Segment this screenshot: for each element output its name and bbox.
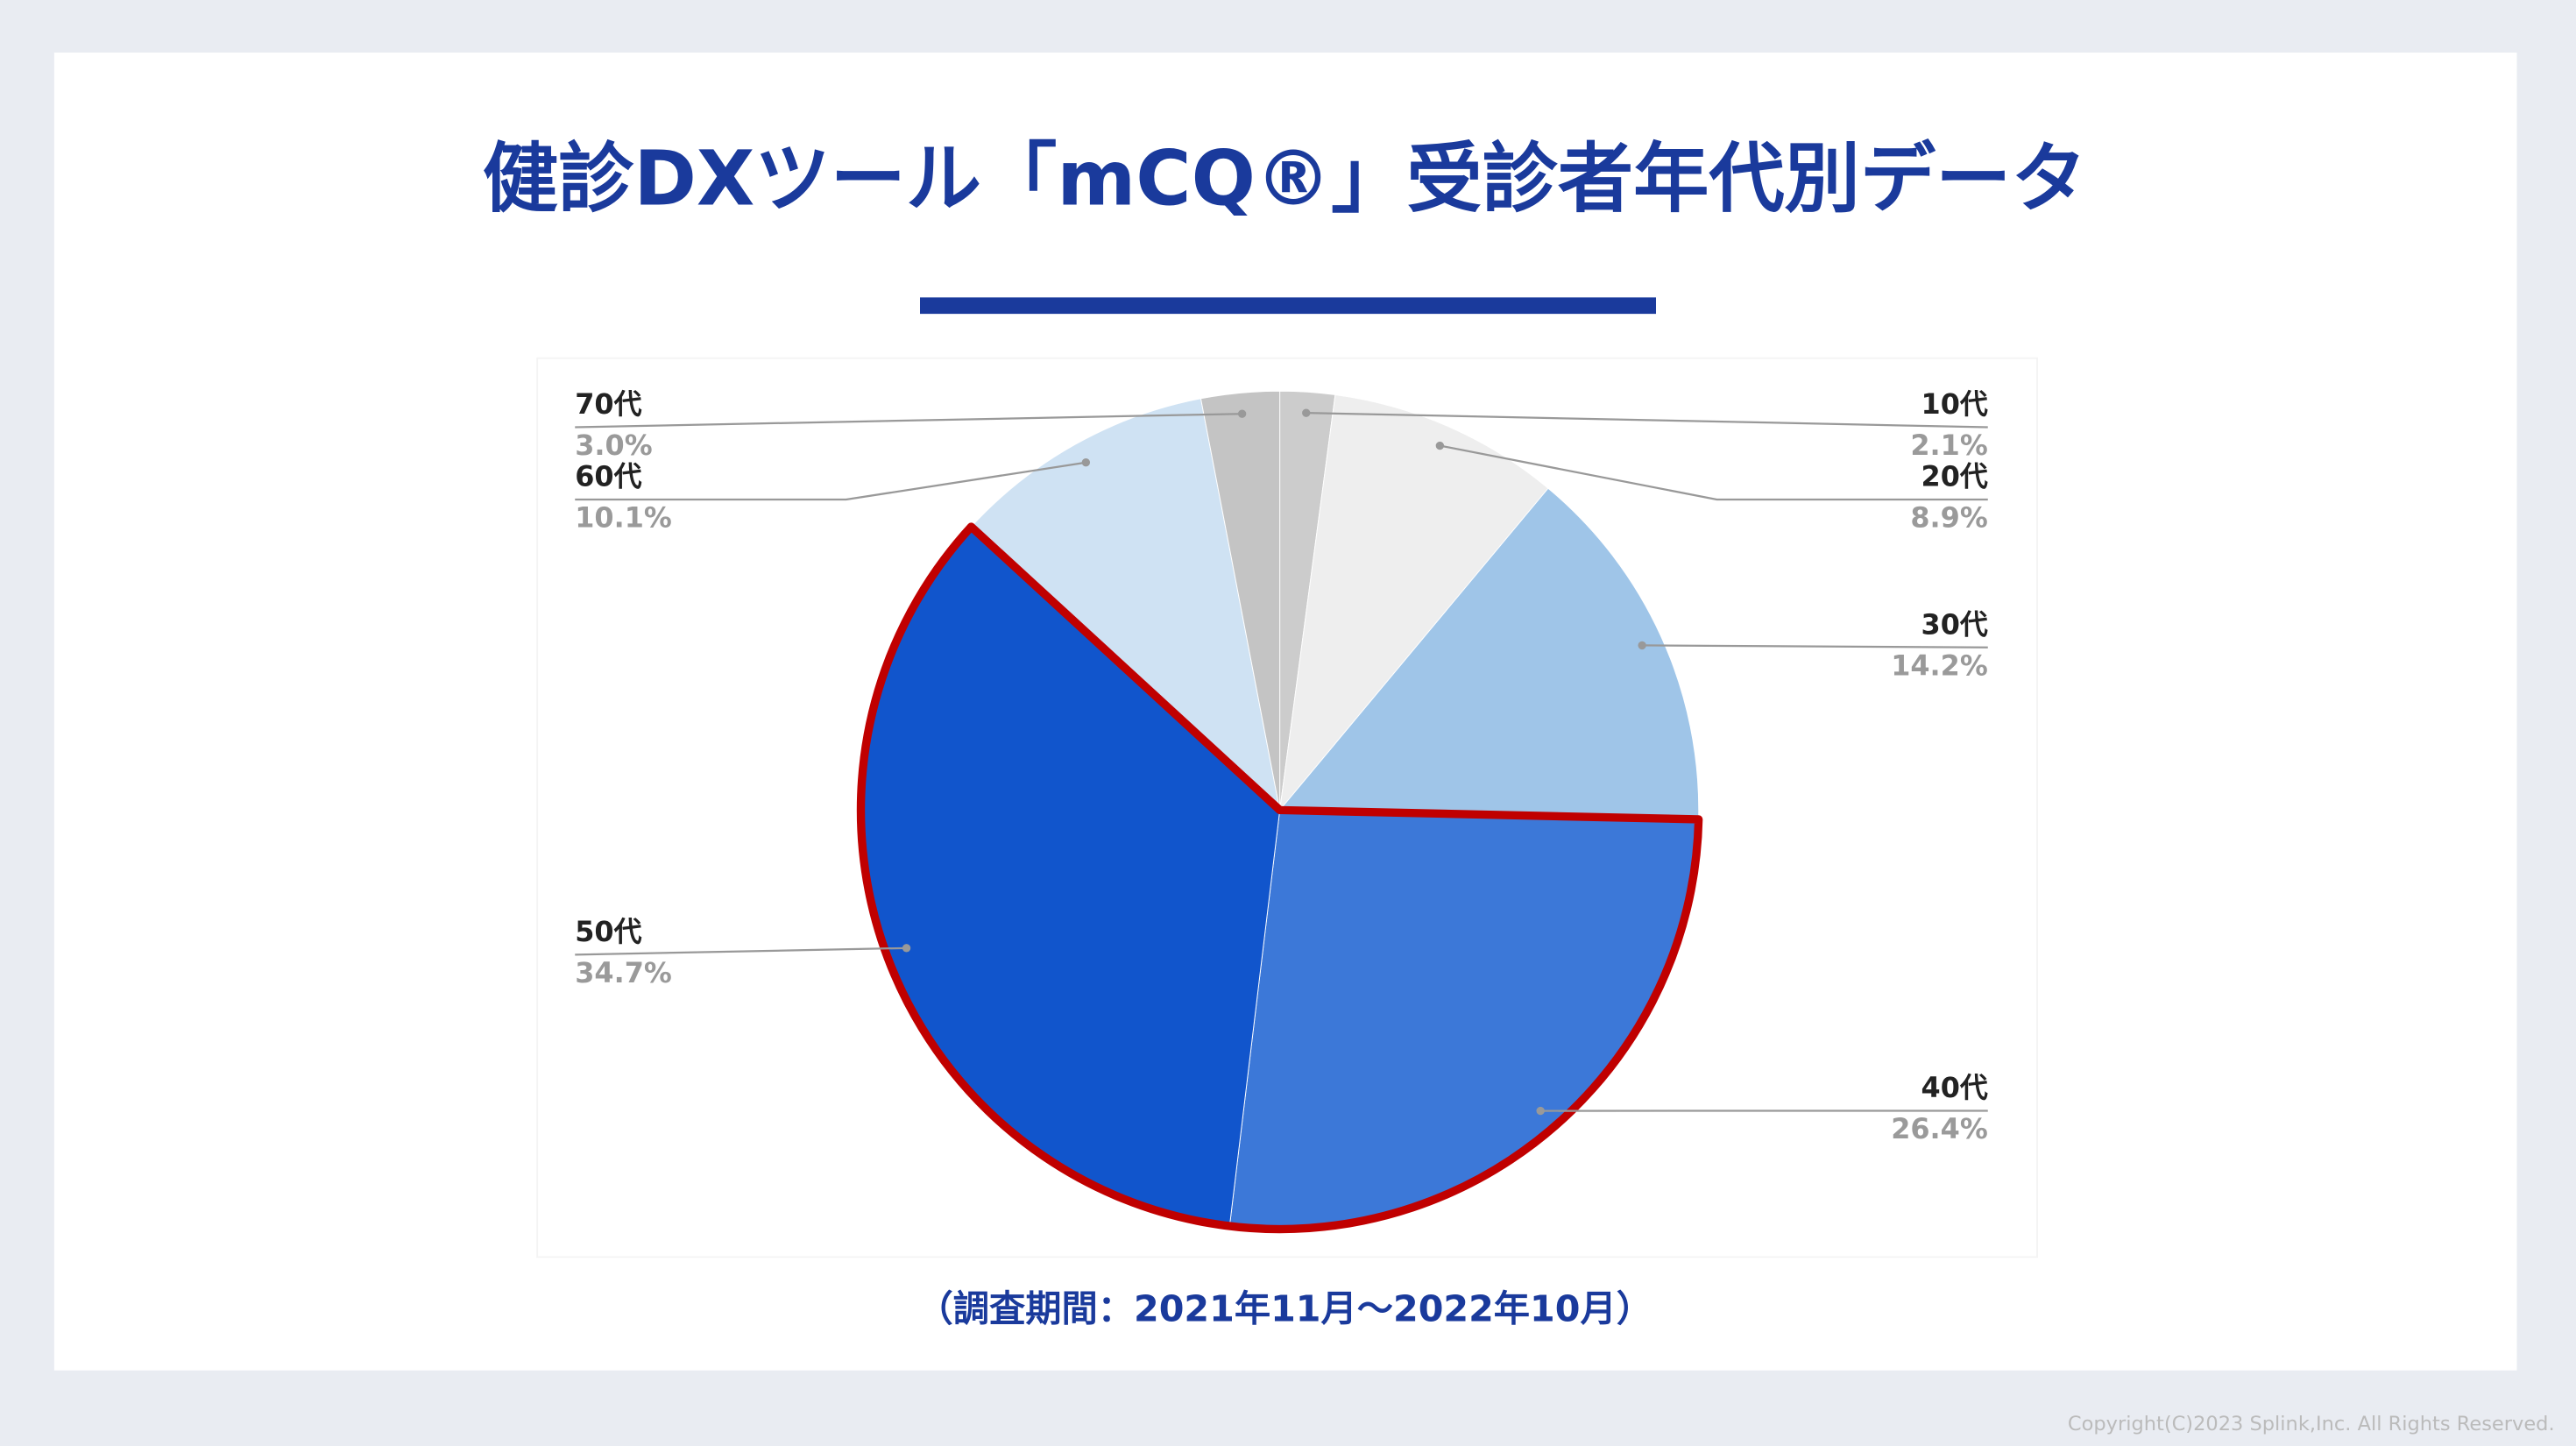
leader-line: [575, 461, 1086, 501]
leader-dot: [1237, 409, 1247, 418]
title-underline: [920, 297, 1656, 315]
pie-slice: [1278, 393, 1549, 812]
slice-category: 30代: [1921, 607, 1988, 641]
slice-category: 60代: [575, 460, 641, 493]
slice-value-label: 26.4%: [1891, 1112, 1988, 1145]
slice-category: 50代: [575, 915, 641, 948]
pie-slice: [1278, 487, 1700, 820]
slice-category: 70代: [575, 387, 641, 421]
leader-dot: [902, 944, 911, 953]
leader-line: [1440, 444, 1988, 501]
leader-line: [1642, 644, 1988, 649]
copyright: Copyright(C)2023 Splink,Inc. All Rights …: [2068, 1413, 2555, 1435]
slice-category: 10代: [1921, 387, 1988, 421]
leader-dot: [1536, 1106, 1545, 1116]
slice-value-label: 34.7%: [575, 956, 672, 989]
pie: [856, 390, 1703, 1234]
leader-dot: [1081, 458, 1091, 467]
leader-line: [575, 946, 907, 956]
slice-value-label: 8.9%: [1910, 501, 1987, 535]
leader-dot: [1435, 441, 1445, 450]
chart-title: 健診DXツール「mCQ®」受診者年代別データ: [483, 135, 2087, 223]
highlight-outline: [856, 522, 1703, 1234]
slice-value-label: 10.1%: [575, 501, 672, 535]
slice-value-label: 2.1%: [1910, 429, 1987, 462]
leader-dot: [1638, 641, 1646, 650]
slice-value-label: 3.0%: [575, 429, 652, 462]
leader-dot: [1302, 408, 1311, 417]
pie-slice: [970, 398, 1281, 812]
leader-line: [1306, 412, 1988, 429]
note: （調査期間：2021年11月〜2022年10月）: [917, 1287, 1652, 1329]
slice-category: 20代: [1921, 460, 1988, 493]
leader-line: [575, 413, 1242, 429]
slice-category: 40代: [1921, 1071, 1988, 1104]
pie-slice: [1200, 390, 1281, 811]
labels: 10代 2.1%20代 8.9% 30代 14.2% 40代 26.4% 50代 34.7% 60…: [575, 387, 1988, 1145]
slice-value-label: 14.2%: [1891, 649, 1988, 682]
